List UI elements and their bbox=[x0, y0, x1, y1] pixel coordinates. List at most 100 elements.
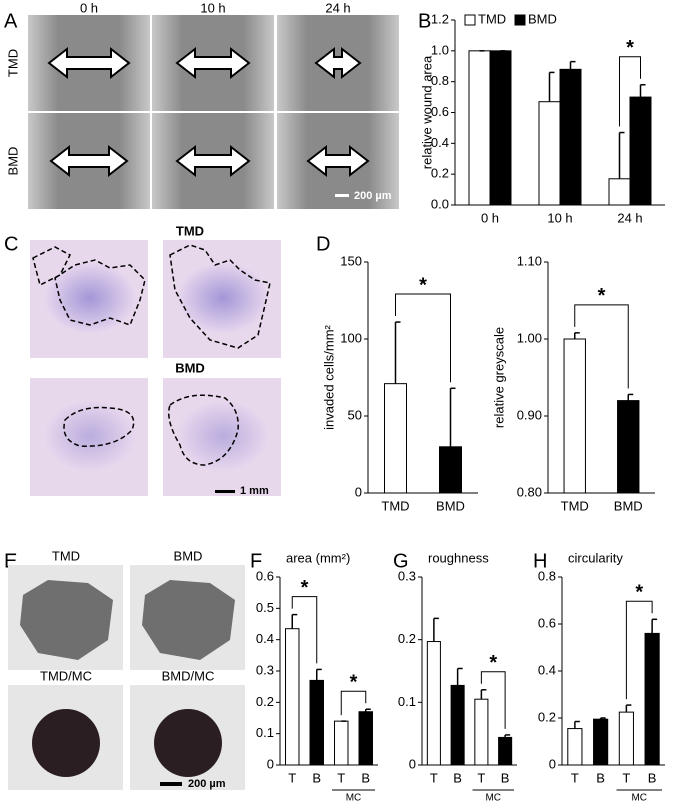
x-tick-label: BMD bbox=[614, 498, 643, 513]
panel-label: A bbox=[4, 10, 18, 32]
group-label: MC bbox=[346, 793, 362, 803]
significance-bracket bbox=[625, 600, 653, 700]
row-label: TMD bbox=[5, 49, 20, 77]
panel-label: C bbox=[4, 233, 18, 255]
y-tick-label: 0.6 bbox=[431, 104, 449, 119]
arrow bbox=[175, 144, 251, 178]
y-tick-label: 0.3 bbox=[256, 662, 274, 677]
legend-label: BMD bbox=[528, 11, 557, 26]
y-tick-label: 100 bbox=[340, 330, 362, 345]
y-tick-label: 0.6 bbox=[256, 568, 274, 583]
y-axis-label: relative wound area bbox=[419, 55, 434, 169]
spheroid bbox=[142, 580, 235, 660]
x-tick-label: 0 h bbox=[481, 210, 499, 225]
x-tick-label: 10 h bbox=[547, 210, 572, 225]
spheroid bbox=[154, 709, 222, 777]
significance-label: * bbox=[301, 577, 309, 599]
bar bbox=[489, 50, 512, 206]
panel-label: F bbox=[250, 550, 262, 572]
column-label: 0 h bbox=[80, 0, 98, 15]
arrow bbox=[314, 46, 362, 80]
x-tick-label: B bbox=[312, 770, 321, 785]
y-tick-label: 0.2 bbox=[398, 631, 416, 646]
bar bbox=[468, 50, 491, 206]
scale-bar bbox=[160, 782, 182, 786]
bar bbox=[629, 96, 652, 206]
scale-bar bbox=[335, 194, 349, 197]
y-axis-label: relative greyscale bbox=[491, 327, 506, 428]
y-tick-label: 0.4 bbox=[538, 662, 556, 677]
significance-label: * bbox=[626, 37, 634, 59]
row-label: BMD bbox=[5, 147, 20, 176]
x-tick-label: TMD bbox=[561, 498, 589, 513]
x-tick-label: B bbox=[501, 770, 510, 785]
y-tick-label: 0.8 bbox=[538, 568, 556, 583]
image-label: BMD bbox=[174, 548, 203, 563]
y-tick-label: 0.0 bbox=[431, 196, 449, 211]
x-tick-label: TMD bbox=[381, 498, 409, 513]
significance-bracket bbox=[395, 293, 451, 383]
panel-label: G bbox=[393, 550, 409, 572]
scale-bar-label: 200 µm bbox=[188, 778, 226, 790]
y-axis-label: invaded cells/mm² bbox=[321, 324, 336, 429]
legend-swatch bbox=[464, 14, 476, 26]
stain bbox=[45, 263, 135, 333]
outline bbox=[63, 406, 135, 447]
y-tick-label: 1.00 bbox=[517, 330, 542, 345]
bar bbox=[538, 101, 561, 206]
y-tick-label: 0 bbox=[409, 756, 416, 771]
legend-label: TMD bbox=[478, 11, 506, 26]
y-tick-label: 1.2 bbox=[431, 11, 449, 26]
y-tick-label: 0.1 bbox=[256, 725, 274, 740]
y-tick-label: 0.5 bbox=[256, 600, 274, 615]
significance-bracket bbox=[574, 304, 629, 389]
outline bbox=[169, 244, 271, 349]
bar bbox=[474, 698, 489, 766]
x-tick-label: T bbox=[337, 770, 345, 785]
significance-bracket bbox=[340, 690, 367, 716]
x-tick-label: B bbox=[361, 770, 370, 785]
y-tick-label: 0.8 bbox=[431, 73, 449, 88]
bar bbox=[593, 718, 609, 766]
arrow bbox=[175, 46, 251, 80]
y-tick-label: 0 bbox=[355, 484, 362, 499]
significance-label: * bbox=[598, 285, 606, 307]
y-tick-label: 0 bbox=[267, 756, 274, 771]
spheroid bbox=[20, 580, 113, 660]
bar bbox=[563, 338, 586, 494]
bar bbox=[334, 720, 349, 766]
bar bbox=[617, 400, 640, 494]
y-tick-label: 50 bbox=[348, 407, 362, 422]
arrow bbox=[49, 144, 129, 178]
panel-label: H bbox=[533, 550, 547, 572]
stain bbox=[45, 401, 135, 471]
column-label: 24 h bbox=[325, 0, 350, 15]
bar bbox=[384, 383, 407, 494]
image-label: TMD bbox=[52, 548, 80, 563]
outline bbox=[168, 394, 239, 466]
panel-label: B bbox=[418, 10, 431, 32]
significance-label: * bbox=[350, 672, 358, 694]
bar bbox=[498, 736, 513, 766]
significance-label: * bbox=[419, 274, 427, 296]
y-tick-label: 0.4 bbox=[431, 135, 449, 150]
x-tick-label: BMD bbox=[436, 498, 465, 513]
y-tick-label: 0.90 bbox=[517, 407, 542, 422]
significance-label: * bbox=[635, 582, 643, 604]
y-tick-label: 0.2 bbox=[538, 709, 556, 724]
significance-bracket bbox=[291, 596, 318, 664]
bar bbox=[450, 684, 465, 766]
chart-title: circularity bbox=[568, 550, 623, 565]
x-tick-label: B bbox=[596, 770, 605, 785]
bar bbox=[426, 641, 441, 766]
arrow bbox=[47, 46, 131, 80]
bar bbox=[644, 632, 660, 766]
scale-bar bbox=[215, 490, 235, 493]
scale-bar-label: 1 mm bbox=[240, 485, 269, 497]
chart-title: roughness bbox=[428, 550, 489, 565]
column-label: 10 h bbox=[200, 0, 225, 15]
x-tick-label: B bbox=[648, 770, 657, 785]
y-tick-label: 0.1 bbox=[398, 694, 416, 709]
stain bbox=[178, 263, 268, 333]
